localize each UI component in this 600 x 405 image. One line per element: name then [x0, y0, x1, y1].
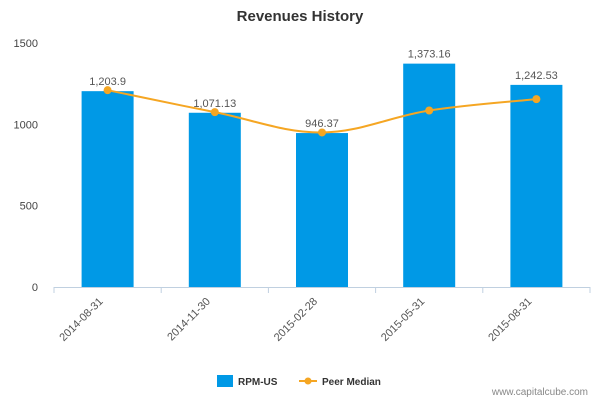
peer-median-point	[103, 86, 112, 95]
peer-median-point	[532, 95, 541, 104]
bar	[296, 133, 348, 287]
legend-label-rpm-us: RPM-US	[238, 377, 278, 388]
y-tick-label: 0	[32, 282, 38, 294]
legend: RPM-US Peer Median	[217, 375, 381, 388]
legend-swatch-rpm-us	[217, 375, 233, 387]
x-tick-label: 2015-05-31	[379, 296, 427, 344]
x-tick-label: 2015-02-28	[272, 296, 320, 344]
bar-data-label: 946.37	[305, 118, 339, 130]
peer-median-point	[318, 128, 326, 137]
bar	[510, 84, 563, 287]
bar-data-label: 1,071.13	[193, 98, 236, 110]
bar	[81, 91, 134, 287]
x-tick-label: 2015-08-31	[486, 296, 534, 344]
peer-median-point	[425, 106, 434, 115]
line-series	[103, 86, 541, 137]
bar-series	[81, 63, 563, 288]
bar	[188, 112, 241, 288]
bar	[403, 63, 456, 287]
y-tick-label: 1500	[14, 38, 38, 50]
x-tick-label: 2014-08-31	[57, 296, 105, 344]
bar-data-label: 1,373.16	[408, 49, 451, 61]
legend-swatch-marker	[304, 377, 312, 385]
legend-label-peer-median: Peer Median	[322, 377, 381, 388]
data-labels: 1,203.9 1,071.13 946.37 1,373.16 1,242.53	[89, 49, 558, 130]
watermark-text: www.capitalcube.com	[491, 387, 588, 398]
peer-median-point	[210, 108, 219, 117]
bar-data-label: 1,242.53	[515, 70, 558, 82]
y-tick-label: 1000	[14, 119, 38, 131]
y-tick-label: 500	[20, 201, 38, 213]
bar-data-label: 1,203.9	[89, 76, 126, 88]
chart-title: Revenues History	[237, 8, 364, 25]
x-tick-label: 2014-11-30	[165, 296, 213, 344]
